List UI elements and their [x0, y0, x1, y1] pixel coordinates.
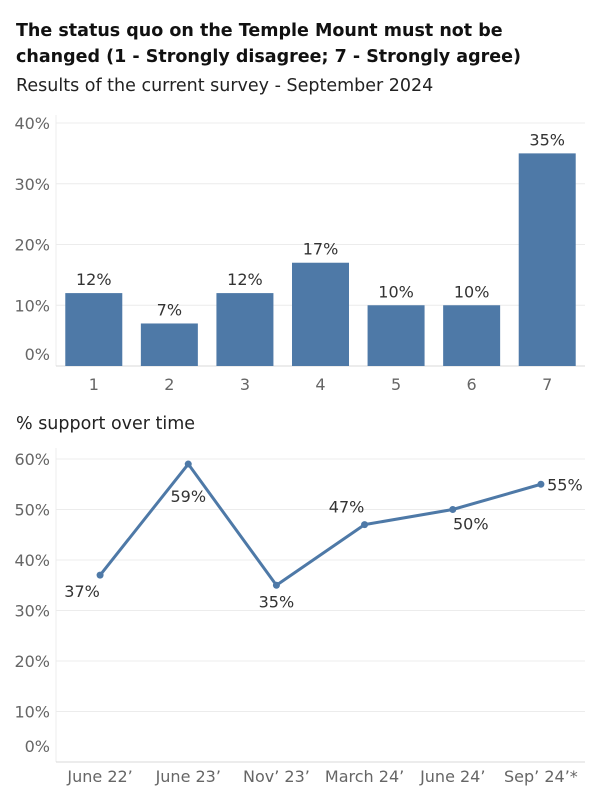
bar-x-tick-label: 7	[542, 375, 552, 394]
line-y-tick-label: 60%	[14, 450, 50, 469]
line-x-tick-label: Nov’ 23’	[243, 767, 310, 786]
line-x-tick-label: June 22’	[66, 767, 132, 786]
bar	[367, 305, 425, 366]
line-x-tick-label: Sep’ 24’*	[504, 767, 578, 786]
bar-x-tick-label: 4	[315, 375, 325, 394]
line-x-tick-label: June 24’	[419, 767, 485, 786]
line-y-tick-label: 20%	[14, 652, 50, 671]
bar-y-tick-label: 30%	[14, 175, 50, 194]
bar	[518, 153, 576, 366]
support-series-line	[98, 462, 542, 587]
line-y-tick-label: 30%	[14, 602, 50, 621]
support-value-label: 37%	[64, 582, 100, 601]
support-point	[184, 460, 192, 468]
bar	[216, 293, 274, 366]
bar-x-tick-label: 3	[240, 375, 250, 394]
line-x-tick-label: June 23’	[155, 767, 221, 786]
support-value-label: 55%	[547, 475, 583, 494]
bar	[140, 323, 198, 366]
bar	[292, 262, 349, 366]
bar-value-label: 10%	[378, 282, 414, 301]
support-point	[272, 581, 280, 589]
bar-y-tick-label: 10%	[14, 296, 50, 315]
bar	[443, 305, 501, 366]
support-value-label: 47%	[329, 498, 365, 517]
bar	[65, 293, 123, 366]
bar-y-tick-label: 0%	[25, 345, 50, 364]
line-y-tick-label: 50%	[14, 501, 50, 520]
bar-x-tick-label: 1	[89, 375, 99, 394]
bar-x-tick-label: 6	[467, 375, 477, 394]
support-value-label: 35%	[259, 592, 295, 611]
support-value-label: 59%	[170, 487, 206, 506]
bar-x-tick-label: 5	[391, 375, 401, 394]
bar-value-label: 12%	[227, 270, 263, 289]
bar-y-tick-label: 20%	[14, 236, 50, 255]
chart-title: The status quo on the Temple Mount must …	[16, 21, 522, 67]
bar-value-label: 7%	[157, 300, 182, 319]
support-point	[537, 480, 545, 488]
bar-value-label: 10%	[454, 282, 490, 301]
line-y-tick-label: 0%	[25, 737, 50, 756]
bar-value-label: 17%	[303, 240, 339, 259]
bar-y-tick-label: 40%	[14, 114, 50, 133]
line-y-tick-label: 10%	[14, 703, 50, 722]
bar-chart-subtitle: Results of the current survey - Septembe…	[16, 76, 434, 96]
support-value-label: 50%	[453, 515, 489, 534]
bar-value-label: 12%	[76, 270, 112, 289]
bar-x-tick-label: 2	[164, 375, 174, 394]
support-point	[361, 521, 369, 529]
support-point	[96, 571, 104, 579]
support-point	[449, 506, 457, 513]
line-x-tick-label: March 24’	[325, 767, 404, 786]
line-chart-title: % support over time	[16, 414, 196, 434]
bar-value-label: 35%	[529, 130, 565, 149]
line-y-tick-label: 40%	[14, 551, 50, 570]
